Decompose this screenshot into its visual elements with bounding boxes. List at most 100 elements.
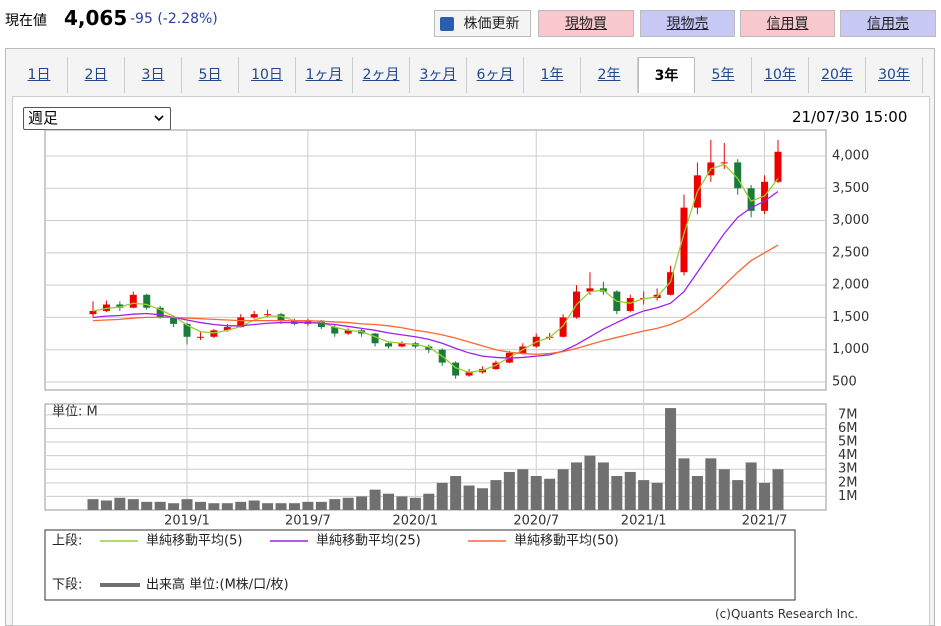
candle-body (559, 317, 567, 337)
volume-bar (329, 499, 341, 510)
volume-bar (436, 482, 448, 510)
period-tab[interactable]: 10年 (752, 57, 809, 93)
volume-unit: 単位: M (52, 404, 98, 420)
volume-bar (691, 476, 703, 510)
candle-body (183, 323, 191, 337)
candle-body (465, 372, 473, 376)
candle-body (277, 314, 285, 321)
period-tab[interactable]: 30年 (866, 57, 923, 93)
volume-bar (557, 469, 569, 510)
legend-title: 下段: (52, 578, 82, 593)
period-tab[interactable]: 6ヶ月 (467, 57, 524, 93)
volume-bar (517, 469, 529, 510)
volume-bar (262, 503, 274, 510)
button[interactable]: 現物買 (538, 10, 634, 37)
volume-bar (275, 503, 287, 510)
candle-body (774, 151, 782, 182)
volume-bar (759, 482, 771, 510)
volume-bar (665, 408, 677, 510)
volume-tick-label: 2M (838, 475, 858, 490)
period-tab[interactable]: 5年 (695, 57, 752, 93)
candle-body (223, 327, 231, 331)
price-tick-label: 3,000 (832, 213, 869, 228)
volume-bar (208, 503, 220, 510)
button[interactable]: 現物売 (640, 10, 735, 37)
copyright: (c)Quants Research Inc. (715, 607, 859, 621)
volume-bar (141, 501, 153, 510)
volume-tick-label: 4M (838, 448, 858, 463)
price-tick-label: 3,500 (832, 181, 869, 196)
volume-tick-label: 6M (838, 421, 858, 436)
volume-bar (288, 503, 300, 510)
volume-bar (382, 493, 394, 510)
x-tick-label: 2020/1 (392, 514, 438, 529)
volume-bar (732, 480, 744, 510)
period-tab[interactable]: 2日 (68, 57, 125, 93)
period-tab[interactable]: 5日 (182, 57, 239, 93)
price-change: -95 (-2.28%) (130, 11, 218, 27)
price: 4,065 (64, 6, 128, 30)
volume-tick-label: 5M (838, 435, 858, 450)
candle-body (344, 330, 352, 334)
x-tick-label: 2019/7 (285, 514, 331, 529)
volume-bar (490, 480, 502, 510)
volume-bar (194, 501, 206, 510)
volume-bar (423, 493, 435, 510)
button[interactable]: 信用売 (840, 10, 936, 37)
volume-bar (705, 458, 717, 510)
volume-bar (463, 485, 475, 510)
volume-bar (597, 462, 609, 510)
volume-bar (678, 458, 690, 510)
volume-bar (624, 471, 636, 510)
volume-bar (409, 497, 421, 510)
period-tab[interactable]: 3ヶ月 (410, 57, 467, 93)
period-tab[interactable]: 3日 (125, 57, 182, 93)
period-tab[interactable]: 2年 (581, 57, 638, 93)
candle-body (586, 288, 594, 292)
volume-bar (315, 501, 327, 510)
volume-bar (544, 478, 556, 510)
price-tick-label: 500 (832, 374, 857, 389)
price-tick-label: 4,000 (832, 148, 869, 163)
button[interactable]: 株価更新 (434, 10, 531, 37)
candle-body (250, 314, 258, 318)
button[interactable]: 信用買 (740, 10, 835, 37)
refresh-icon (440, 17, 454, 31)
candle-body (680, 207, 688, 273)
price-tick-label: 2,500 (832, 245, 869, 260)
volume-bar (114, 497, 126, 510)
candle-body (452, 362, 460, 376)
candle-body (398, 343, 406, 347)
period-tab[interactable]: 1年 (524, 57, 581, 93)
candle-body (384, 343, 392, 347)
timestamp: 21/07/30 15:00 (792, 108, 908, 126)
candle-body (667, 272, 675, 295)
volume-bar (530, 476, 542, 510)
candle-body (264, 314, 272, 316)
x-tick-label: 2019/1 (164, 514, 210, 529)
period-tab[interactable]: 10日 (239, 57, 296, 93)
x-tick-label: 2021/1 (621, 514, 667, 529)
volume-bar (396, 496, 408, 510)
period-tab[interactable]: 20年 (809, 57, 866, 93)
volume-bar (221, 503, 233, 510)
price-tick-label: 2,000 (832, 278, 869, 293)
chevron (154, 115, 164, 122)
volume-bar (356, 496, 368, 510)
volume-bar (369, 489, 381, 510)
volume-bar (651, 482, 663, 510)
candle-body (143, 294, 151, 308)
volume-bar (745, 462, 757, 510)
legend-box (44, 529, 796, 601)
period-tab[interactable]: 2ヶ月 (353, 57, 410, 93)
period-tab[interactable]: 1日 (11, 57, 68, 93)
volume-bar (181, 499, 193, 510)
x-tick-label: 2021/7 (742, 514, 788, 529)
period-tab[interactable]: 1ヶ月 (296, 57, 353, 93)
price-plot (44, 129, 827, 391)
volume-bar (100, 500, 112, 510)
period-tab[interactable]: 3年 (638, 57, 695, 93)
legend-label: 単純移動平均(50) (514, 533, 619, 549)
